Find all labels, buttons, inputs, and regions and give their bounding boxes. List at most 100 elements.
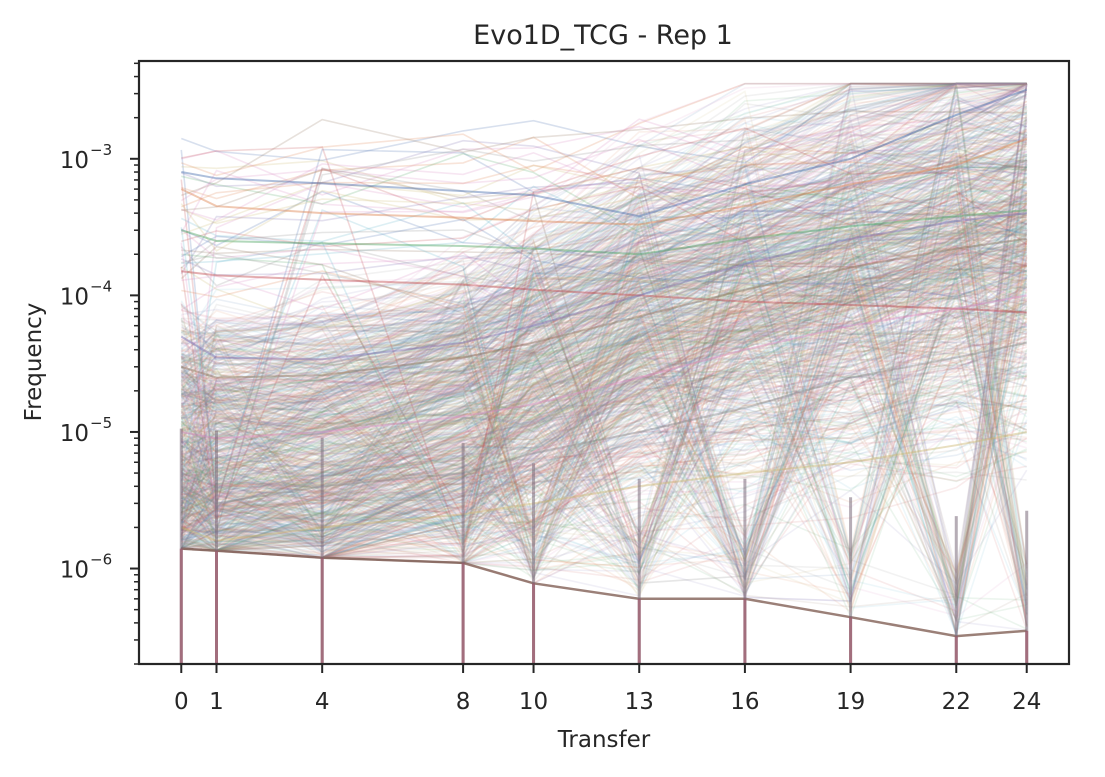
series-line (180, 172, 1028, 441)
series-line (181, 179, 1027, 566)
series-line (180, 145, 1028, 553)
series-line (180, 320, 1027, 503)
series-line (180, 182, 1028, 419)
y-tick-label: 10 (60, 148, 89, 174)
series-line (180, 134, 1027, 533)
series-line (181, 199, 1028, 585)
series-line (180, 205, 1028, 406)
series-line (180, 117, 1027, 446)
series-line (180, 82, 1027, 356)
series-line (180, 291, 1027, 545)
series-line (180, 277, 1027, 453)
series-line (180, 198, 1027, 496)
series-line (180, 308, 1027, 530)
series-line (181, 166, 1027, 363)
series-line (181, 134, 1028, 540)
series-line (180, 248, 1027, 387)
series-line (181, 82, 1027, 433)
series-line (180, 198, 1028, 591)
series-line (180, 83, 1028, 636)
series-line (180, 248, 1027, 439)
series-line (180, 147, 1027, 529)
series-line (181, 118, 1027, 413)
series-line (180, 82, 1027, 406)
series-line (180, 105, 1028, 441)
series-line (180, 273, 1027, 459)
series-line (180, 82, 1027, 433)
series-line (180, 329, 1027, 486)
series-line (180, 83, 1028, 419)
series-line (180, 212, 1027, 480)
series-line (180, 176, 1028, 474)
series-line (180, 175, 1028, 553)
series-line (181, 279, 1028, 630)
series-line (180, 82, 1027, 526)
series-line (181, 197, 1027, 597)
series-line (180, 83, 1028, 542)
series-line (180, 380, 1027, 538)
series-line (181, 341, 1027, 528)
series-line (181, 117, 1028, 573)
series-line (180, 254, 1028, 519)
series-line (180, 194, 1028, 450)
series-line (180, 153, 1028, 609)
series-line (181, 121, 1028, 599)
series-line (180, 310, 1027, 510)
series-line (181, 265, 1027, 542)
series-line (181, 179, 1027, 440)
series-line (181, 331, 1028, 623)
series-line (180, 290, 1027, 467)
series-line (180, 141, 1028, 504)
series-line (181, 214, 1027, 428)
series-line (180, 224, 1027, 561)
series-line (181, 93, 1028, 451)
series-line (180, 233, 1027, 550)
series-line (181, 326, 1027, 587)
series-line (181, 337, 1028, 588)
series-line (180, 181, 1027, 393)
series-line (181, 176, 1028, 552)
series-line (181, 237, 1027, 379)
series-line (180, 192, 1028, 588)
series-line (181, 111, 1027, 400)
series-line (180, 240, 1027, 433)
series-line (181, 325, 1028, 619)
series-line (181, 238, 1027, 495)
series-line (180, 280, 1027, 511)
series-line (180, 326, 1028, 460)
series-line (180, 211, 1027, 552)
series-line (180, 153, 1028, 538)
series-line (181, 317, 1027, 530)
series-line (181, 128, 1028, 552)
series-line (181, 164, 1028, 609)
series-line (180, 202, 1028, 350)
series-line (180, 165, 1028, 518)
series-line (180, 82, 1027, 365)
series-line (180, 133, 1028, 565)
series-line (181, 422, 1027, 554)
series-line (180, 241, 1028, 584)
series-line (181, 112, 1028, 555)
series-line (180, 82, 1027, 397)
series-line (180, 316, 1027, 526)
series-line (180, 275, 1028, 511)
series-line (180, 229, 1028, 404)
series-line (181, 313, 1028, 630)
series-line (180, 155, 1027, 545)
series-line (180, 226, 1027, 586)
series-line (181, 336, 1027, 531)
series-line (180, 142, 1027, 439)
series-line (180, 238, 1027, 606)
series-line (181, 295, 1028, 527)
series-line (180, 82, 1027, 405)
series-line (180, 82, 1027, 385)
y-tick-label: 10 (60, 558, 89, 584)
series-line (180, 82, 1027, 353)
series-line (181, 367, 1027, 530)
series-line (181, 151, 1027, 221)
y-tick-label: 10 (60, 421, 89, 447)
series-line (180, 292, 1027, 540)
series-line (181, 161, 1027, 208)
series-line (181, 208, 1028, 592)
series-line (181, 208, 1028, 596)
